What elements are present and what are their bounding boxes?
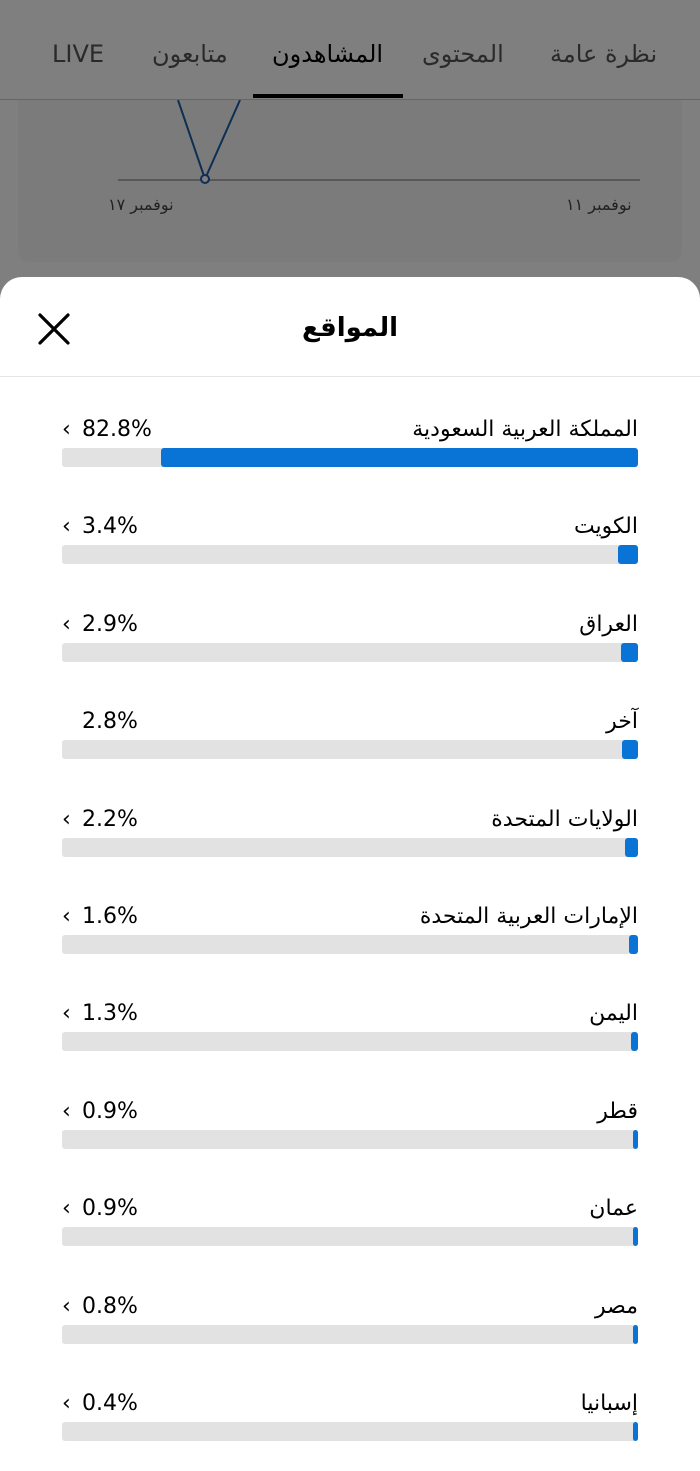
progress-track [62,1227,638,1247]
percent-value: 2.8% [82,709,138,735]
chevron-left-icon[interactable]: ‹ [62,514,71,540]
locations-sheet: المواقع المملكة العربية السعودية ‹ 82.8% ال… [0,277,700,1441]
sheet-header: المواقع [0,277,700,377]
percent-value: 1.6% [82,904,138,929]
chevron-left-icon[interactable]: ‹ [62,1001,71,1027]
chevron-left-icon[interactable]: ‹ [62,611,71,637]
location-row[interactable]: مصر ‹ 0.8% [62,1294,638,1374]
location-row[interactable]: اليمن ‹ 1.3% [62,1001,638,1081]
progress-fill [621,740,638,760]
location-row[interactable]: الإمارات العربية المتحدة ‹ 1.6% [62,904,638,984]
location-row[interactable]: إسبانيا ‹ 0.4% [62,1391,638,1471]
progress-fill [621,642,638,662]
location-row[interactable]: العراق ‹ 2.9% [62,612,638,692]
progress-fill [633,1324,638,1344]
country-name: المملكة العربية السعودية [412,417,638,442]
progress-track [62,837,638,857]
location-row: آخر 2.8% [62,709,638,789]
country-name: إسبانيا [580,1391,638,1416]
chevron-left-icon[interactable]: ‹ [62,1196,71,1222]
percent-value: 2.2% [82,806,138,832]
country-name: الإمارات العربية المتحدة [419,904,638,929]
progress-track [62,448,638,467]
country-name: الولايات المتحدة [491,806,638,832]
location-row[interactable]: قطر ‹ 0.9% [62,1099,638,1179]
progress-fill [618,545,638,565]
percent-value: 3.4% [82,514,138,540]
progress-track [62,545,638,565]
close-icon[interactable] [36,311,72,347]
location-row[interactable]: الكويت ‹ 3.4% [62,514,638,594]
percent-value: 2.9% [82,611,138,637]
chevron-left-icon[interactable]: ‹ [62,904,71,929]
progress-fill [628,935,638,954]
sheet-title: المواقع [301,313,399,343]
progress-fill [633,1422,638,1441]
chevron-left-icon[interactable]: ‹ [62,1391,71,1416]
country-name: مصر [594,1293,638,1319]
country-name: العراق [579,611,638,637]
percent-value: 0.4% [82,1391,138,1416]
progress-track [62,740,638,760]
progress-track [62,1324,638,1344]
location-row[interactable]: المملكة العربية السعودية ‹ 82.8% [62,417,638,497]
percent-value: 0.9% [82,1196,138,1222]
location-row[interactable]: عمان ‹ 0.9% [62,1196,638,1276]
progress-track [62,1032,638,1052]
progress-fill [632,1227,638,1247]
country-name: قطر [597,1098,638,1124]
percent-value: 82.8% [82,417,152,442]
location-row[interactable]: الولايات المتحدة ‹ 2.2% [62,807,638,887]
country-name: عمان [589,1196,638,1222]
progress-fill [632,1129,638,1149]
chevron-left-icon[interactable]: ‹ [62,417,71,442]
progress-fill [630,1032,638,1052]
progress-track [62,1129,638,1149]
country-name: الكويت [573,514,638,540]
chevron-left-icon[interactable]: ‹ [62,1293,71,1319]
progress-fill [625,837,638,857]
chevron-left-icon[interactable]: ‹ [62,806,71,832]
chevron-left-icon[interactable]: ‹ [62,1098,71,1124]
percent-value: 1.3% [82,1001,138,1027]
percent-value: 0.8% [82,1293,138,1319]
progress-track [62,642,638,662]
progress-fill [161,448,638,467]
progress-track [62,1422,638,1441]
country-name: اليمن [589,1001,638,1027]
percent-value: 0.9% [82,1098,138,1124]
country-name: آخر [606,709,638,735]
progress-track [62,935,638,954]
